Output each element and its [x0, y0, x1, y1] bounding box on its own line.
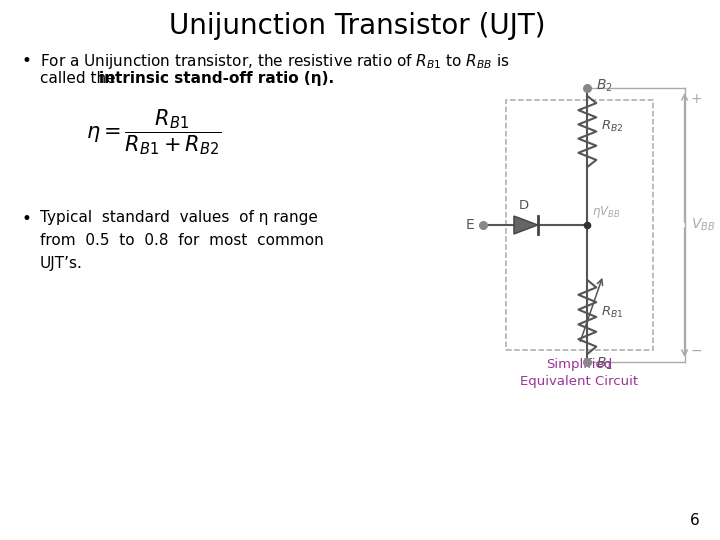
Text: $\eta = \dfrac{R_{B1}}{R_{B1} + R_{B2}}$: $\eta = \dfrac{R_{B1}}{R_{B1} + R_{B2}}$: [86, 107, 222, 157]
Text: called the: called the: [40, 71, 120, 86]
Text: $R_{B2}$: $R_{B2}$: [601, 119, 624, 134]
Text: E: E: [466, 218, 474, 232]
Text: $B_1$: $B_1$: [596, 356, 613, 372]
Text: For a Unijunction transistor, the resistive ratio of $R_{B1}$ to $R_{BB}$ is: For a Unijunction transistor, the resist…: [40, 52, 510, 71]
Text: $V_{BB}$: $V_{BB}$: [690, 217, 715, 233]
Text: Simplified
Equivalent Circuit: Simplified Equivalent Circuit: [521, 358, 639, 388]
Polygon shape: [514, 216, 538, 234]
Text: $B_2$: $B_2$: [596, 78, 613, 94]
Text: D: D: [519, 199, 529, 212]
Text: $\eta V_{BB}$: $\eta V_{BB}$: [593, 204, 621, 220]
Text: Unijunction Transistor (UJT): Unijunction Transistor (UJT): [169, 12, 546, 40]
Text: •: •: [22, 210, 32, 228]
Text: 6: 6: [690, 513, 699, 528]
Text: −: −: [690, 344, 702, 358]
Text: +: +: [690, 92, 702, 106]
Text: Typical  standard  values  of η range
from  0.5  to  0.8  for  most  common
UJT’: Typical standard values of η range from …: [40, 210, 323, 271]
Text: •: •: [22, 52, 32, 70]
Text: $R_{B1}$: $R_{B1}$: [601, 305, 624, 320]
Text: intrinsic stand-off ratio (η).: intrinsic stand-off ratio (η).: [99, 71, 334, 86]
